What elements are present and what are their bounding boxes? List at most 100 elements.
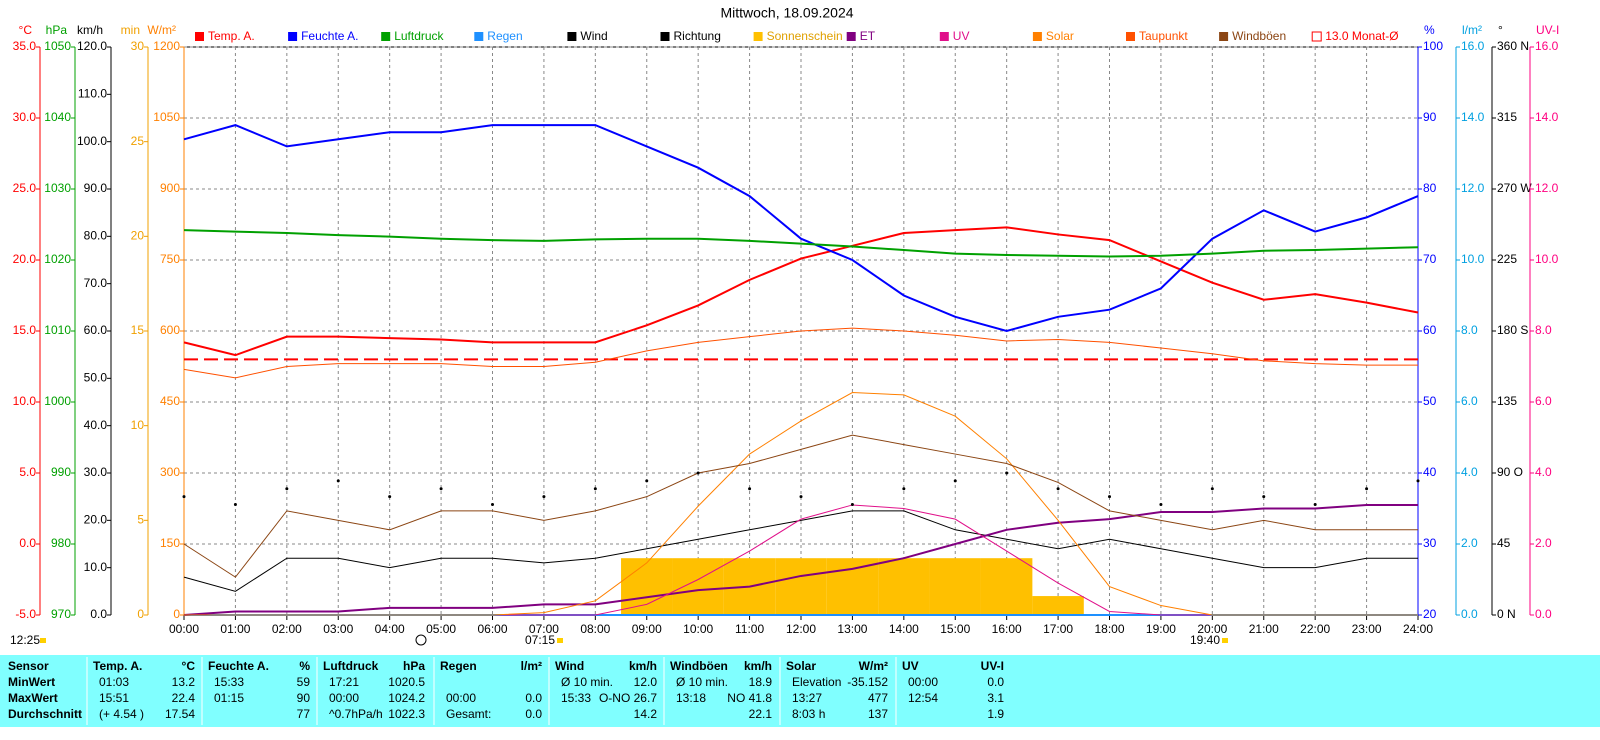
table-cell: 15:33 — [214, 675, 244, 689]
axis-tick-label: 70 — [1423, 252, 1437, 266]
legend-swatch — [753, 32, 763, 41]
axis-tick-label: 10.0 — [1461, 252, 1485, 266]
x-tick-label: 01:00 — [220, 622, 250, 636]
table-cell: 8:03 h — [792, 707, 825, 721]
axis-title: l/m² — [1462, 23, 1482, 37]
axis-tick-label: 60.0 — [84, 323, 108, 337]
axis-tick-label: 6.0 — [1535, 394, 1552, 408]
table-cell: 17.54 — [165, 707, 195, 721]
x-tick-label: 19:00 — [1146, 622, 1176, 636]
table-cell: 12.0 — [634, 675, 658, 689]
axis-title: min — [121, 23, 140, 37]
axis-tick-label: 4.0 — [1461, 465, 1478, 479]
table-group-name: Temp. A. — [93, 659, 142, 673]
sunshine-bar — [929, 558, 981, 615]
table-group-unit: km/h — [629, 659, 657, 673]
x-tick-label: 07:00 — [529, 622, 559, 636]
x-tick-label: 24:00 — [1403, 622, 1433, 636]
axis-tick-label: 0.0 — [1461, 607, 1478, 621]
axis-tick-label: 25.0 — [13, 181, 37, 195]
axis-tick-label: 1010 — [44, 323, 71, 337]
x-tick-label: 11:00 — [735, 622, 764, 636]
direction-dot — [799, 495, 803, 499]
table-cell: O-NO 26.7 — [599, 691, 657, 705]
sunshine-bar — [672, 558, 724, 615]
table-cell: Gesamt: — [446, 707, 491, 721]
axis-title: hPa — [46, 23, 68, 37]
axis-tick-label: 60 — [1423, 323, 1437, 337]
x-tick-label: 00:00 — [169, 622, 199, 636]
axis-tick-label: 80 — [1423, 181, 1437, 195]
table-cell: 0.0 — [525, 707, 542, 721]
legend-swatch — [567, 32, 577, 41]
legend-swatch — [288, 32, 298, 41]
x-tick-label: 03:00 — [323, 622, 353, 636]
axis-title: % — [1424, 23, 1435, 37]
table-cell: 77 — [297, 707, 311, 721]
table-row-label: MaxWert — [8, 691, 58, 705]
legend-swatch — [939, 32, 949, 41]
axis-tick-label: 50 — [1423, 394, 1437, 408]
table-header: Sensor — [8, 659, 49, 673]
table-cell: 1.9 — [987, 707, 1004, 721]
axis-tick-label: 2.0 — [1461, 536, 1478, 550]
axis-tick-label: 5 — [137, 513, 144, 527]
table-cell: NO 41.8 — [727, 691, 772, 705]
table-cell: 13.2 — [172, 675, 196, 689]
annotation: 07:15 — [525, 633, 555, 647]
series-line — [184, 392, 1418, 616]
x-tick-label: 06:00 — [477, 622, 507, 636]
table-cell: 15:33 — [561, 691, 591, 705]
axis-tick-label: 1050 — [44, 39, 71, 53]
direction-dot — [182, 495, 186, 499]
axis-tick-label: 1200 — [153, 39, 180, 53]
table-cell: 137 — [868, 707, 888, 721]
axis-tick-label: 990 — [51, 465, 71, 479]
table-cell: 1024.2 — [388, 691, 425, 705]
x-tick-label: 14:00 — [889, 622, 919, 636]
legend-label: Luftdruck — [394, 29, 444, 43]
axis-tick-label: 180 S — [1497, 323, 1528, 337]
axis-tick-label: 10.0 — [84, 560, 108, 574]
table-row-label: Durchschnitt — [8, 707, 82, 721]
sunshine-bar — [621, 558, 673, 615]
annotation-marker — [40, 638, 46, 643]
axis-tick-label: 15 — [131, 323, 145, 337]
direction-dot — [593, 487, 597, 491]
direction-dot — [233, 503, 237, 507]
legend-swatch — [381, 32, 391, 41]
axis-tick-label: 14.0 — [1535, 110, 1559, 124]
table-group-name: Solar — [786, 659, 816, 673]
axis-tick-label: 0.0 — [1535, 607, 1552, 621]
axis-tick-label: 110.0 — [78, 87, 107, 101]
table-cell: 00:00 — [446, 691, 476, 705]
table-group-name: Wind — [555, 659, 584, 673]
direction-dot — [439, 487, 443, 491]
series-line — [183, 229, 1419, 258]
table-group-unit: l/m² — [521, 659, 542, 673]
direction-dot — [491, 503, 494, 507]
x-tick-label: 05:00 — [426, 622, 456, 636]
direction-dot — [1210, 487, 1214, 491]
axis-tick-label: 5.0 — [19, 465, 36, 479]
x-tick-label: 02:00 — [272, 622, 302, 636]
axis-tick-label: 315 — [1497, 110, 1517, 124]
axis-tick-label: 14.0 — [1461, 110, 1485, 124]
axis-tick-label: 2.0 — [1535, 536, 1552, 550]
chart-title: Mittwoch, 18.09.2024 — [720, 5, 853, 21]
table-cell: 1020.5 — [388, 675, 425, 689]
table-group-name: Feuchte A. — [208, 659, 269, 673]
axis-tick-label: 360 N — [1497, 39, 1529, 53]
axis-tick-label: 750 — [160, 252, 180, 266]
axis-tick-label: 1020 — [44, 252, 71, 266]
x-tick-label: 08:00 — [580, 622, 610, 636]
direction-dot — [748, 487, 752, 491]
legend-swatch — [1311, 31, 1322, 42]
table-cell: 13:18 — [676, 691, 706, 705]
table-cell: 01:03 — [99, 675, 129, 689]
x-tick-label: 04:00 — [375, 622, 405, 636]
axis-tick-label: 20 — [131, 229, 145, 243]
direction-dot — [336, 479, 340, 483]
direction-dot — [902, 487, 906, 491]
axis-tick-label: 80.0 — [84, 229, 108, 243]
